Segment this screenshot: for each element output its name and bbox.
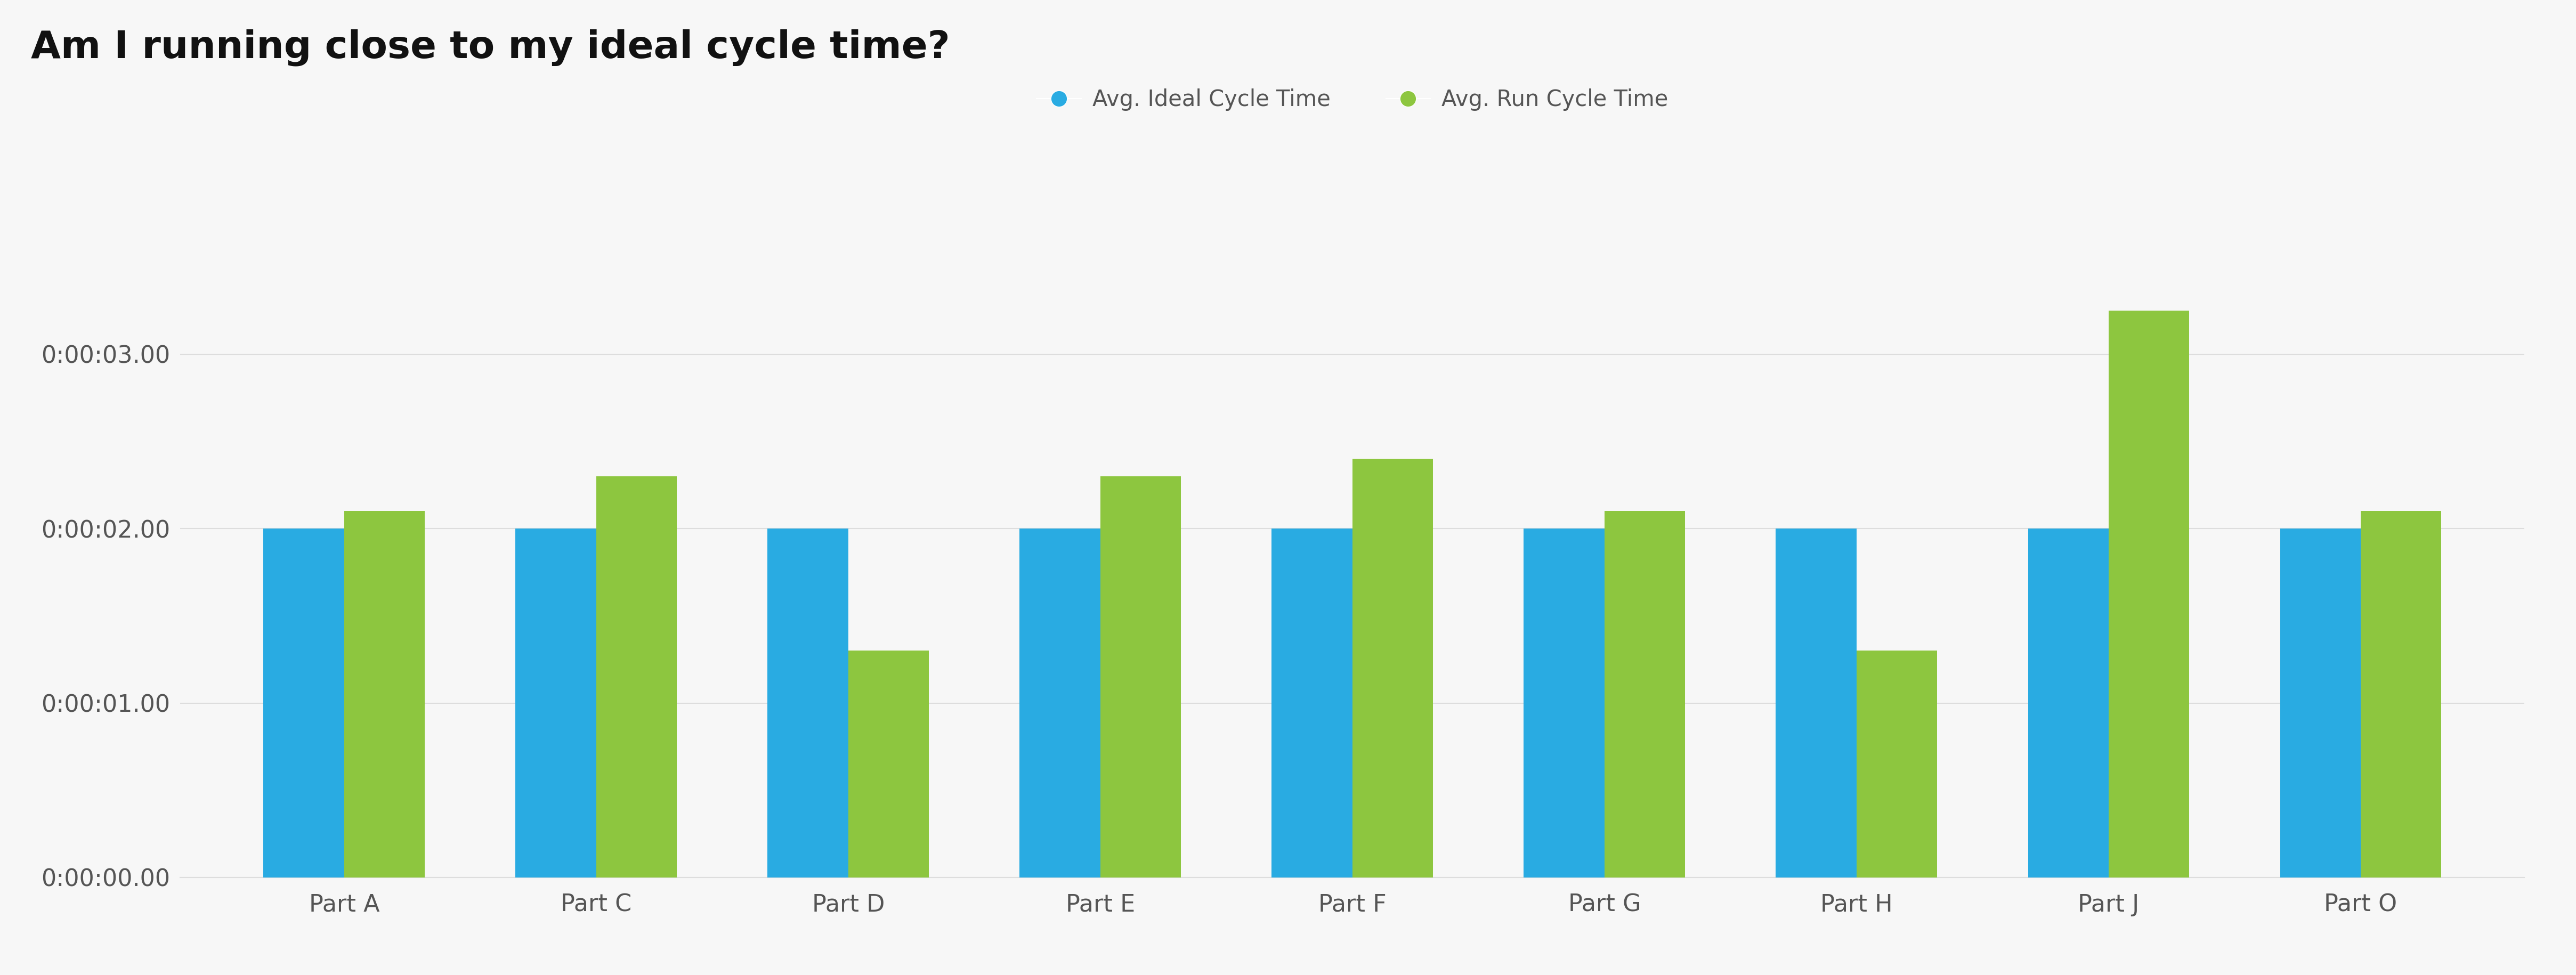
Bar [2027, 528, 2110, 878]
Bar [345, 511, 425, 878]
Bar [1857, 650, 1937, 878]
Bar [1100, 476, 1180, 878]
Bar [848, 650, 930, 878]
Bar [1775, 528, 1857, 878]
Bar [595, 476, 677, 878]
Legend: Avg. Ideal Cycle Time, Avg. Run Cycle Time: Avg. Ideal Cycle Time, Avg. Run Cycle Ti… [1028, 80, 1677, 120]
Bar [2360, 511, 2442, 878]
Bar [1352, 459, 1432, 878]
Text: Am I running close to my ideal cycle time?: Am I running close to my ideal cycle tim… [31, 29, 951, 66]
Bar [1020, 528, 1100, 878]
Bar [2280, 528, 2360, 878]
Bar [2110, 310, 2190, 878]
Bar [1605, 511, 1685, 878]
Bar [1273, 528, 1352, 878]
Bar [1525, 528, 1605, 878]
Bar [768, 528, 848, 878]
Bar [515, 528, 595, 878]
Bar [263, 528, 345, 878]
